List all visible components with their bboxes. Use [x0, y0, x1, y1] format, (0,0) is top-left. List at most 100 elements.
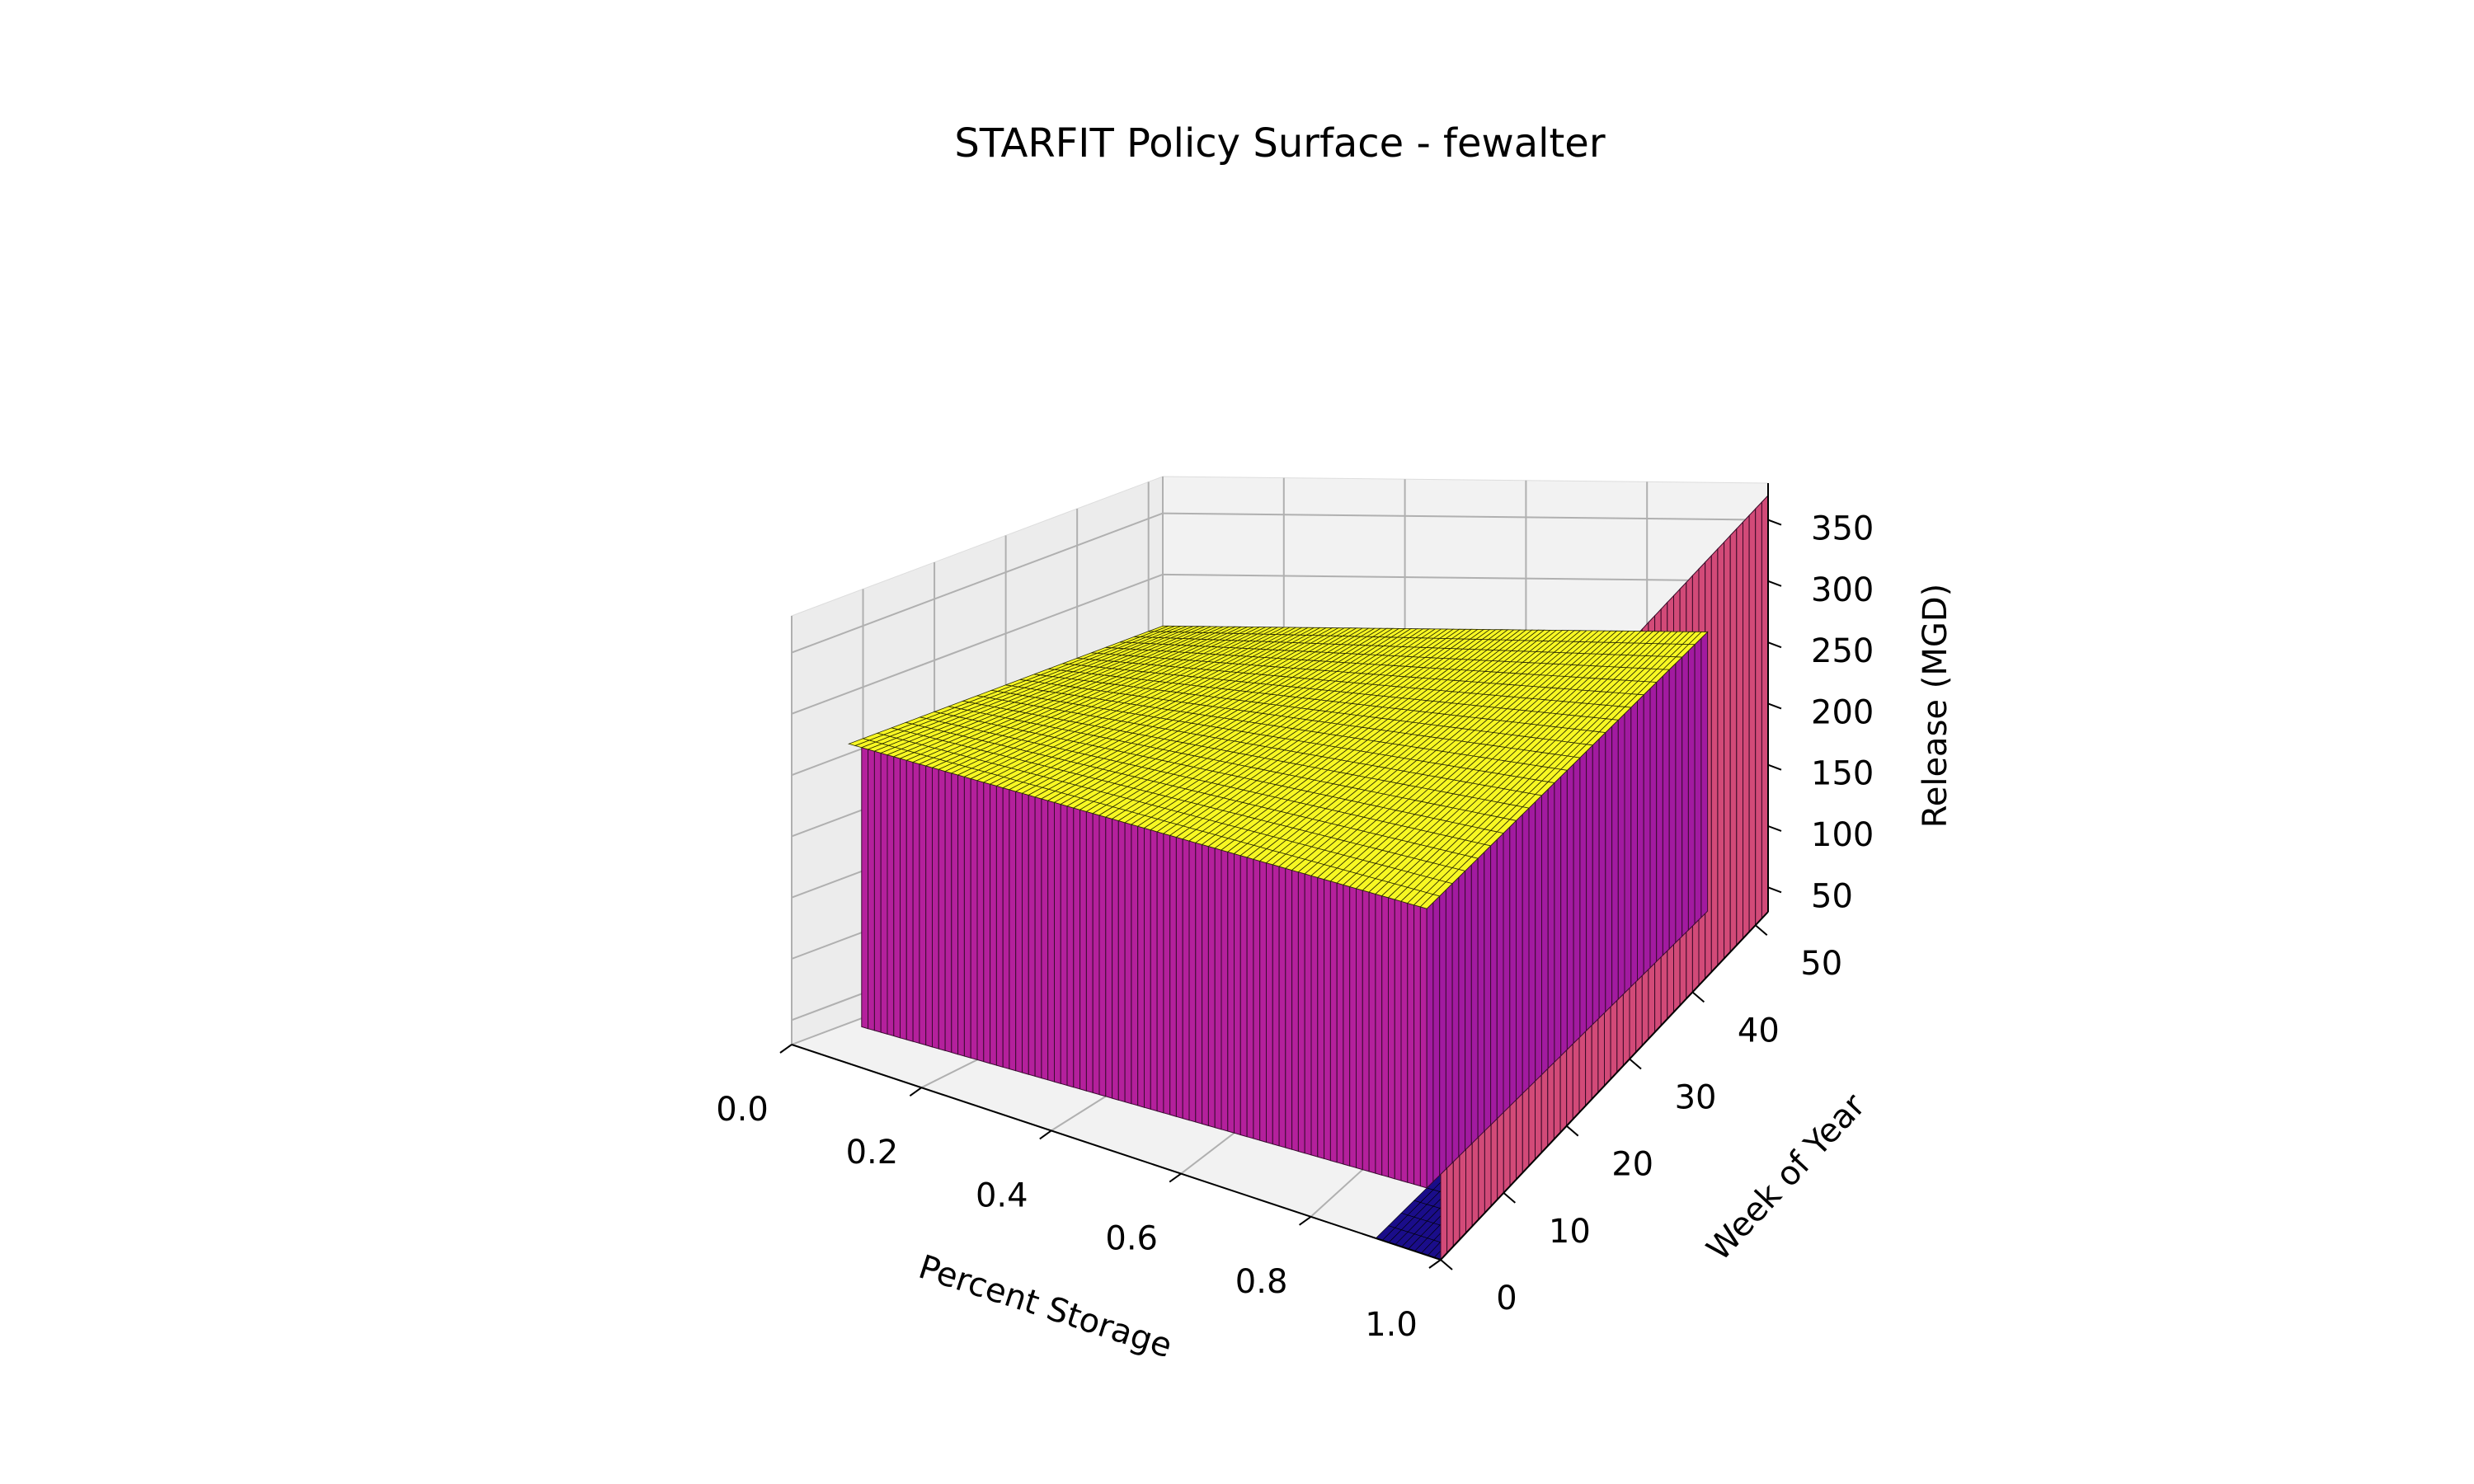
- z-tick-label: 150: [1811, 755, 1874, 793]
- front-wall-cell: [868, 749, 875, 1031]
- z-gridline-back: [1162, 512, 1769, 521]
- right-wall-cell: [1566, 763, 1574, 1051]
- x-tick: [909, 1087, 922, 1097]
- front-wall-cell: [938, 768, 946, 1051]
- front-wall-cell: [983, 782, 991, 1064]
- x-tick-label: 0.8: [1235, 1263, 1288, 1301]
- y-tick-label: 10: [1549, 1213, 1591, 1251]
- max-release-wall-cell: [1729, 528, 1738, 953]
- y-tick: [1566, 1125, 1579, 1137]
- right-wall-cell: [1516, 813, 1523, 1101]
- front-wall-cell: [932, 767, 939, 1050]
- z-tick-label: 200: [1811, 693, 1874, 731]
- max-release-wall-cell: [1743, 514, 1750, 940]
- front-wall-cell: [1291, 869, 1299, 1153]
- front-wall-cell: [1304, 873, 1312, 1156]
- front-wall-cell: [957, 774, 965, 1057]
- right-wall-cell: [1547, 782, 1555, 1070]
- z-tick-label: 300: [1811, 571, 1874, 609]
- y-tick: [1755, 924, 1768, 936]
- right-wall-cell: [1649, 681, 1658, 970]
- right-wall-cell: [1528, 801, 1536, 1088]
- front-wall-cell: [990, 783, 997, 1066]
- z-tick: [1767, 519, 1782, 526]
- right-wall-cell: [1586, 744, 1593, 1032]
- x-tick: [779, 1044, 793, 1054]
- max-release-wall-cell: [1761, 494, 1769, 920]
- front-wall-cell: [1246, 857, 1254, 1139]
- front-wall-cell: [1105, 816, 1113, 1099]
- front-wall-cell: [1150, 829, 1158, 1112]
- right-wall-cell: [1694, 636, 1702, 925]
- front-wall-cell: [1047, 800, 1055, 1082]
- right-wall-cell: [1617, 712, 1625, 1001]
- y-axis-line: [1440, 911, 1769, 1261]
- right-wall-cell: [1426, 901, 1434, 1190]
- front-wall-cell: [887, 754, 895, 1037]
- front-wall-cell: [995, 785, 1004, 1068]
- front-wall-cell: [1207, 845, 1216, 1129]
- front-wall-cell: [1195, 842, 1203, 1125]
- right-wall-cell: [1509, 819, 1517, 1107]
- front-wall-cell: [1066, 805, 1075, 1088]
- x-tick-label: 1.0: [1365, 1306, 1418, 1344]
- front-wall-cell: [951, 773, 959, 1055]
- front-wall-cell: [1054, 801, 1061, 1084]
- front-wall-cell: [1259, 860, 1267, 1144]
- front-wall-cell: [1144, 827, 1151, 1111]
- front-wall-cell: [1285, 867, 1293, 1150]
- front-wall-cell: [1175, 836, 1183, 1120]
- x-tick: [1169, 1172, 1182, 1183]
- right-wall-cell: [1579, 750, 1587, 1039]
- right-wall-cell: [1662, 669, 1670, 956]
- right-wall-cell: [1554, 775, 1562, 1064]
- front-wall-cell: [1002, 787, 1010, 1070]
- z-tick: [1767, 641, 1782, 649]
- front-wall-cell: [1368, 891, 1376, 1174]
- x-tick-label: 0.2: [846, 1134, 899, 1172]
- z-tick-label: 250: [1811, 632, 1874, 670]
- y-axis-label: Week of Year: [1700, 1087, 1873, 1269]
- front-wall-cell: [1022, 792, 1029, 1075]
- right-wall-cell: [1611, 719, 1619, 1007]
- max-release-wall-cell: [1755, 500, 1762, 927]
- front-wall-cell: [893, 756, 901, 1039]
- front-wall-cell: [1266, 862, 1273, 1145]
- front-wall-cell: [905, 759, 914, 1042]
- x-axis-line: [791, 1044, 1442, 1261]
- front-wall-cell: [1112, 818, 1119, 1101]
- front-wall-cell: [963, 776, 971, 1059]
- right-wall-cell: [1541, 788, 1549, 1076]
- front-wall-cell: [1394, 899, 1402, 1181]
- max-release-wall-cell: [1717, 541, 1725, 967]
- front-wall-cell: [1381, 895, 1389, 1178]
- right-wall-cell: [1439, 888, 1446, 1176]
- right-wall-cell: [1643, 687, 1651, 975]
- front-wall-cell: [1239, 855, 1248, 1138]
- front-wall-cell: [873, 750, 882, 1033]
- chart-title: STARFIT Policy Surface - fewalter: [954, 120, 1605, 167]
- right-wall-cell: [1605, 725, 1613, 1013]
- front-wall-cell: [1324, 878, 1331, 1162]
- front-wall-cell: [1034, 796, 1042, 1079]
- front-wall-cell: [1272, 864, 1280, 1147]
- right-wall-cell: [1496, 832, 1504, 1120]
- front-wall-cell: [1388, 897, 1395, 1180]
- front-wall-cell: [900, 758, 907, 1040]
- right-wall-cell: [1675, 655, 1683, 944]
- front-wall-cell: [1413, 904, 1421, 1187]
- front-wall-cell: [919, 763, 927, 1046]
- front-wall-cell: [1169, 834, 1177, 1117]
- y-tick-label: 30: [1675, 1079, 1717, 1117]
- front-wall-cell: [1060, 803, 1068, 1087]
- right-wall-cell: [1445, 882, 1453, 1171]
- front-wall-cell: [1131, 824, 1139, 1106]
- x-axis-label: Percent Storage: [914, 1248, 1176, 1366]
- front-wall-cell: [1015, 791, 1023, 1073]
- right-wall-cell: [1656, 674, 1663, 963]
- front-wall-cell: [1221, 849, 1229, 1132]
- y-tick-label: 20: [1611, 1146, 1653, 1184]
- right-wall-cell: [1592, 737, 1600, 1026]
- right-wall-cell: [1637, 693, 1644, 982]
